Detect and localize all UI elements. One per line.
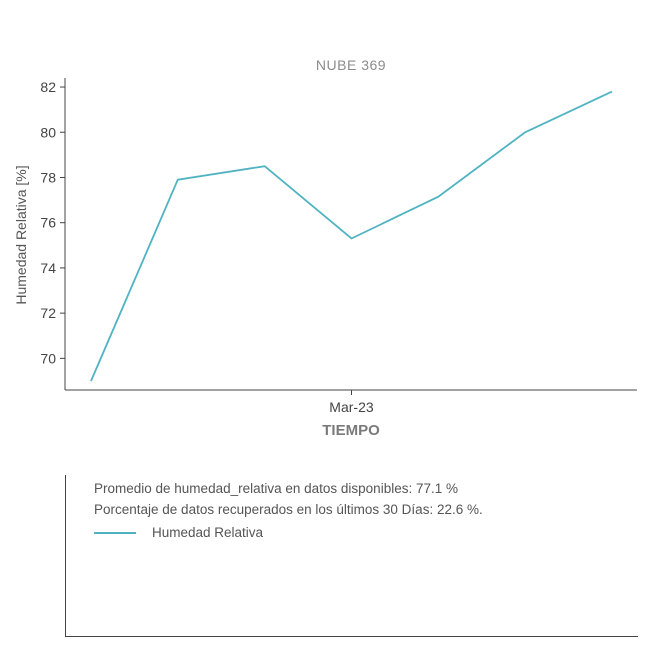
chart-title: NUBE 369: [316, 57, 386, 73]
y-tick-label: 76: [40, 215, 56, 231]
line-chart: NUBE 369 70 72 74 76 78 80 82 Mar-23 TIEMPO Hu…: [13, 57, 637, 439]
x-tick-label: Mar-23: [329, 399, 374, 415]
series-line-humedad-relativa: [90, 90, 613, 382]
recovered-percentage-text: Porcentaje de datos recuperados en los ú…: [94, 502, 483, 517]
x-axis-label: TIEMPO: [322, 422, 380, 439]
y-tick-label: 72: [40, 305, 56, 321]
y-axis-ticks: 70 72 74 76 78 80 82: [40, 79, 65, 366]
y-axis-label: Humedad Relativa [%]: [13, 165, 29, 304]
y-tick-label: 70: [40, 350, 56, 366]
y-tick-label: 78: [40, 169, 56, 185]
x-axis-ticks: Mar-23: [329, 390, 374, 415]
average-text: Promedio de humedad_relativa en datos di…: [94, 481, 458, 496]
y-tick-label: 80: [40, 124, 56, 140]
info-panel: Promedio de humedad_relativa en datos di…: [65, 475, 638, 637]
y-tick-label: 82: [40, 79, 56, 95]
y-tick-label: 74: [40, 260, 56, 276]
legend-label: Humedad Relativa: [152, 525, 264, 540]
legend-swatch: [94, 531, 136, 534]
legend: Humedad Relativa: [94, 525, 263, 540]
